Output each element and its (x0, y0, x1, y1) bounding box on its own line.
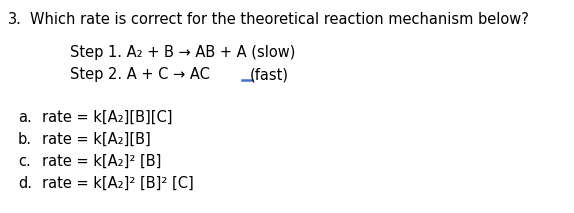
Text: Step 1. A₂ + B → AB + A (slow): Step 1. A₂ + B → AB + A (slow) (70, 45, 296, 60)
Text: d.: d. (18, 176, 32, 191)
Text: a.: a. (18, 110, 32, 125)
Text: Step 2. A + C → AC: Step 2. A + C → AC (70, 67, 210, 82)
Text: rate = k[A₂]² [B]² [C]: rate = k[A₂]² [B]² [C] (42, 176, 194, 191)
Text: rate = k[A₂][B]: rate = k[A₂][B] (42, 132, 151, 147)
Text: rate = k[A₂][B][C]: rate = k[A₂][B][C] (42, 110, 173, 125)
Text: b.: b. (18, 132, 32, 147)
Text: rate = k[A₂]² [B]: rate = k[A₂]² [B] (42, 154, 161, 169)
Text: Which rate is correct for the theoretical reaction mechanism below?: Which rate is correct for the theoretica… (30, 12, 529, 27)
Text: (fast): (fast) (250, 67, 289, 82)
Text: 3.: 3. (8, 12, 22, 27)
Text: c.: c. (18, 154, 31, 169)
